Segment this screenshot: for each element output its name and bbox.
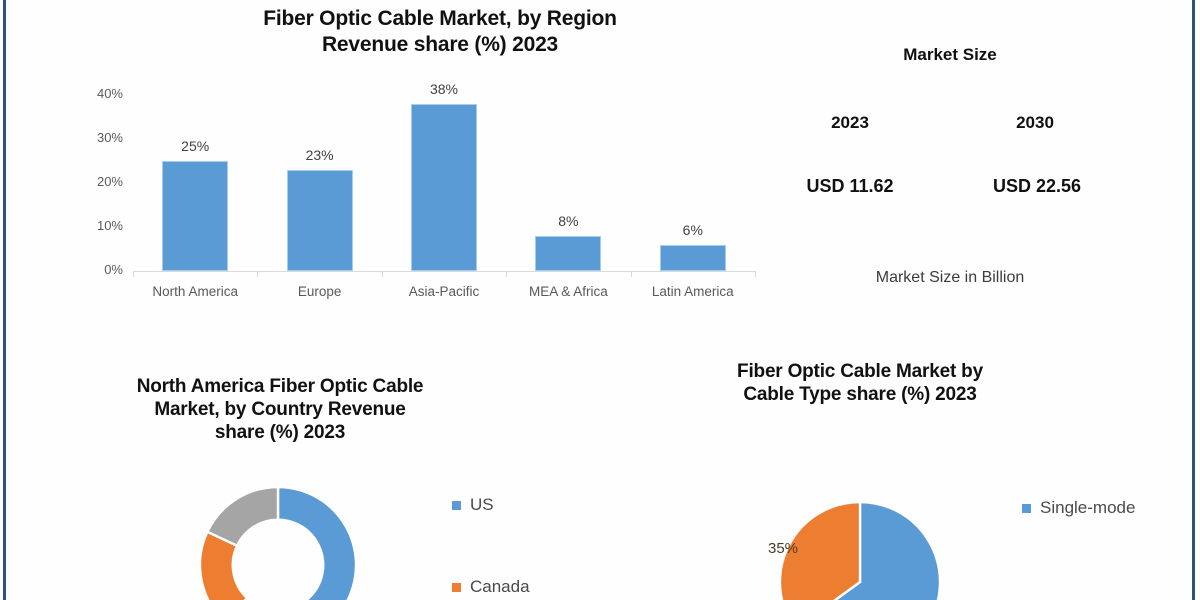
bar-chart-axis-tick xyxy=(755,271,756,277)
donut-chart-graphic xyxy=(198,485,358,600)
bar-chart-ytick-label: 40% xyxy=(96,86,123,101)
bar-chart-axis-tick xyxy=(257,271,258,277)
bar-chart-plot: 0% 10% 20% 30% 40% 25% North America 23% Europe 3… xyxy=(97,81,756,299)
legend-item[interactable]: Single-mode xyxy=(1022,498,1135,518)
left-border-rule xyxy=(3,0,6,600)
pie-slice xyxy=(243,485,358,600)
bar-chart-value-label: 25% xyxy=(181,138,210,154)
right-border-rule xyxy=(1192,0,1195,600)
bar-chart-category-label: Europe xyxy=(297,284,342,299)
bar-chart-value-label: 6% xyxy=(682,221,703,238)
pie-slice xyxy=(778,500,862,600)
bar-chart-bar xyxy=(411,103,477,271)
legend-item-label: Single-mode xyxy=(1040,498,1136,517)
bar-chart-bar xyxy=(535,235,602,271)
bar-chart-bar xyxy=(659,244,726,271)
legend-item-label: US xyxy=(470,495,494,514)
legend-swatch-icon xyxy=(1022,503,1031,513)
pie-chart-legend: Single-mode xyxy=(1022,498,1197,538)
pie-slice xyxy=(205,485,280,548)
bar-chart-bar xyxy=(162,161,229,271)
pie-slice xyxy=(833,500,942,600)
pie-chart-title-line2: Cable Type share (%) 2023 xyxy=(743,384,977,406)
bar-chart-bar xyxy=(286,169,353,271)
donut-chart-title: North America Fiber Optic Cable Market, … xyxy=(105,375,455,445)
bar-chart-category-label: North America xyxy=(152,284,238,299)
donut-chart-legend: US Canada xyxy=(452,495,652,600)
bar-chart-ytick-label: 30% xyxy=(96,130,123,145)
pie-chart-graphic xyxy=(778,500,942,600)
bar-chart-category-label: MEA & Africa xyxy=(528,284,608,299)
market-size-year-2023: 2023 xyxy=(831,113,869,132)
pie-slice-label-multimode: 35% xyxy=(768,540,799,557)
donut-chart-title-line2: Market, by Country Revenue xyxy=(154,399,406,421)
bar-chart-title-line1: Fiber Optic Cable Market, by Region xyxy=(263,7,617,30)
bar-chart-value-label: 8% xyxy=(558,212,579,229)
market-size-value-2030: USD 22.56 xyxy=(992,176,1082,196)
bar-chart-ytick-label: 0% xyxy=(104,262,123,277)
bar-chart-ytick-label: 20% xyxy=(96,174,123,189)
legend-swatch-icon xyxy=(452,500,461,510)
donut-chart-svg xyxy=(198,485,358,600)
bar-chart-axis-tick xyxy=(506,271,507,277)
bar-chart-axis-tick xyxy=(133,271,134,277)
bar-chart-ytick-label: 10% xyxy=(96,218,123,233)
bar-chart-category-label: Latin America xyxy=(651,284,734,299)
bar-chart-axis-tick xyxy=(631,271,632,277)
market-size-value-2023: USD 11.62 xyxy=(806,176,894,196)
market-size-year-2030: 2030 xyxy=(1016,113,1054,132)
bar-chart-value-label: 23% xyxy=(305,146,334,163)
donut-chart-title-line3: share (%) 2023 xyxy=(214,422,346,444)
pie-chart-title-line1: Fiber Optic Cable Market by xyxy=(737,361,983,382)
bar-chart-x-axis xyxy=(133,271,755,272)
bar-chart-title-line2: Revenue share (%) 2023 xyxy=(321,32,559,56)
market-size-note: Market Size in Billion xyxy=(875,269,1025,286)
legend-item[interactable]: Canada xyxy=(452,577,530,597)
legend-swatch-icon xyxy=(452,582,461,592)
market-size-heading: Market Size xyxy=(903,45,997,64)
legend-item[interactable]: US xyxy=(452,495,494,515)
bar-chart-category-label: Asia-Pacific xyxy=(408,284,480,299)
bar-chart-value-label: 38% xyxy=(429,80,459,97)
pie-chart-title: Fiber Optic Cable Market by Cable Type s… xyxy=(700,360,1020,406)
bar-chart-title: Fiber Optic Cable Market, by Region Reve… xyxy=(150,6,730,57)
bar-chart-axis-tick xyxy=(382,271,383,277)
pie-chart-svg xyxy=(778,500,942,600)
donut-chart-title-line1: North America Fiber Optic Cable xyxy=(136,376,424,397)
legend-item-label: Canada xyxy=(470,577,530,596)
